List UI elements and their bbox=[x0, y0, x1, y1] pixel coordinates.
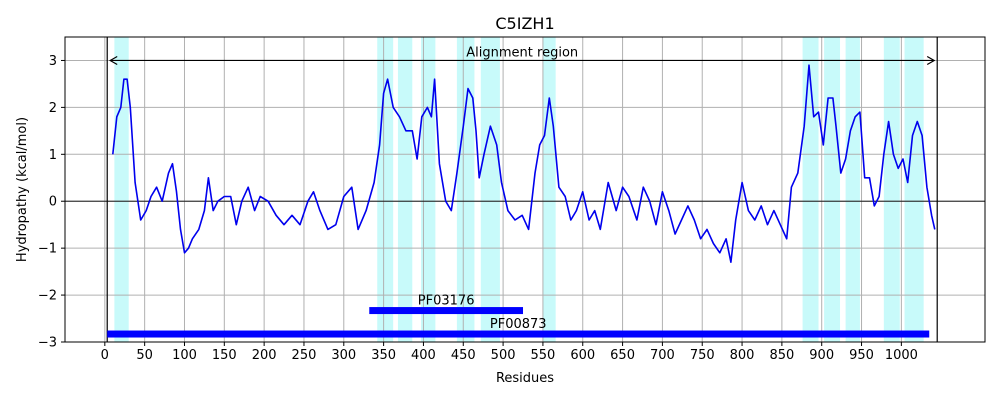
highlight-region-1 bbox=[377, 37, 394, 342]
y-tick-label-3: 3 bbox=[49, 54, 57, 69]
domain-bars: PF03176 PF00873 bbox=[107, 294, 930, 338]
x-tick-label-700: 700 bbox=[650, 348, 675, 363]
highlight-region-8 bbox=[824, 37, 841, 342]
highlight-region-9 bbox=[845, 37, 860, 342]
x-axis-label: Residues bbox=[496, 371, 554, 386]
domain-label-PF00873: PF00873 bbox=[490, 317, 547, 332]
highlight-region-4 bbox=[456, 37, 475, 342]
x-tick-label-400: 400 bbox=[411, 348, 436, 363]
x-tick-label-550: 550 bbox=[531, 348, 556, 363]
alignment-arrow-right-head bbox=[926, 55, 936, 65]
highlight-region-10 bbox=[883, 37, 900, 342]
x-tick-label-200: 200 bbox=[252, 348, 277, 363]
y-tick-label-2: 2 bbox=[49, 101, 57, 116]
domain-bar-PF00873 bbox=[107, 330, 930, 338]
alignment-arrow-left-head bbox=[109, 55, 118, 65]
x-tick-label-500: 500 bbox=[491, 348, 516, 363]
series-layer bbox=[112, 64, 936, 264]
x-tick-label-150: 150 bbox=[212, 348, 237, 363]
highlight-region-6 bbox=[542, 37, 556, 342]
x-tick-label-50: 50 bbox=[136, 348, 153, 363]
x-tick-label-450: 450 bbox=[451, 348, 476, 363]
x-tick-label-900: 900 bbox=[809, 348, 834, 363]
x-tick-label-250: 250 bbox=[292, 348, 317, 363]
x-tick-label-350: 350 bbox=[371, 348, 396, 363]
x-tick-label-1000: 1000 bbox=[885, 348, 918, 363]
y-tick-label--3: −3 bbox=[38, 336, 57, 351]
alignment-region-label: Alignment region bbox=[466, 45, 578, 60]
annotations: Alignment region bbox=[109, 45, 936, 65]
domain-bar-PF03176 bbox=[369, 307, 524, 315]
domain-label-PF03176: PF03176 bbox=[418, 294, 475, 309]
x-tick-label-300: 300 bbox=[331, 348, 356, 363]
axes: 0 50 100 150 200 250 300 350 400 450 500 550 600 650 7… bbox=[38, 36, 986, 363]
y-tick-label-0: 0 bbox=[49, 195, 57, 210]
highlight-region-5 bbox=[480, 37, 500, 342]
chart-title: C5IZH1 bbox=[495, 14, 554, 33]
plot-frame bbox=[64, 36, 986, 343]
y-tick-label--2: −2 bbox=[38, 289, 57, 304]
x-tick-label-0: 0 bbox=[101, 348, 109, 363]
highlight-regions bbox=[114, 37, 924, 342]
y-tick-label-1: 1 bbox=[49, 148, 57, 163]
x-tick-label-100: 100 bbox=[172, 348, 197, 363]
x-tick-label-850: 850 bbox=[769, 348, 794, 363]
x-tick-label-650: 650 bbox=[610, 348, 635, 363]
highlight-region-0 bbox=[114, 37, 129, 342]
highlight-region-7 bbox=[802, 37, 819, 342]
y-tick-label--1: −1 bbox=[38, 242, 57, 257]
x-tick-label-950: 950 bbox=[849, 348, 874, 363]
x-tick-label-750: 750 bbox=[690, 348, 715, 363]
hydropathy-series-line-0 bbox=[112, 64, 936, 264]
x-tick-label-800: 800 bbox=[730, 348, 755, 363]
x-tick-label-600: 600 bbox=[570, 348, 595, 363]
highlight-region-11 bbox=[904, 37, 924, 342]
y-axis-label: Hydropathy (kcal/mol) bbox=[15, 117, 30, 262]
highlight-region-2 bbox=[397, 37, 413, 342]
